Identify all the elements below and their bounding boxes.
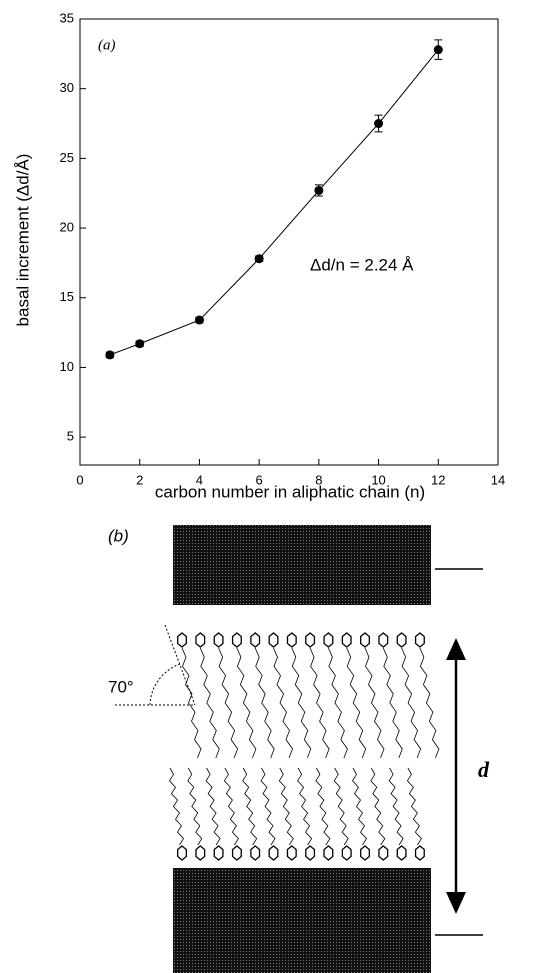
- y-tick-label: 15: [60, 289, 74, 304]
- x-tick-label: 2: [136, 472, 143, 487]
- ring: [414, 845, 425, 861]
- point: [194, 315, 204, 325]
- point: [433, 45, 443, 55]
- ring: [360, 632, 370, 648]
- chain: [260, 767, 276, 846]
- y-tick-label: 5: [67, 429, 74, 444]
- chain: [223, 767, 239, 846]
- chain: [278, 767, 294, 846]
- y-tick-label: 30: [60, 80, 74, 95]
- chain: [315, 767, 331, 846]
- angle-arc: [149, 663, 181, 706]
- point: [105, 350, 115, 360]
- ring: [378, 632, 389, 648]
- ring: [268, 632, 279, 648]
- chain: [382, 647, 403, 759]
- ring: [250, 845, 261, 861]
- point: [374, 119, 384, 129]
- chain: [187, 767, 203, 846]
- point: [314, 185, 324, 195]
- y-tick-label: 35: [60, 10, 74, 25]
- ring: [378, 845, 389, 861]
- layer: [173, 868, 431, 973]
- chain: [242, 767, 258, 846]
- y-axis-label: basal increment (Δd/Å): [13, 154, 32, 327]
- plot-frame: [79, 18, 499, 466]
- ring: [396, 845, 407, 861]
- x-tick-label: 12: [431, 472, 445, 487]
- chain: [254, 647, 275, 759]
- ring: [341, 632, 352, 648]
- spacing-label: d: [478, 757, 490, 782]
- chain: [236, 647, 257, 759]
- ring: [360, 845, 370, 861]
- ring: [177, 632, 187, 648]
- chain: [346, 647, 367, 759]
- chain: [351, 767, 368, 846]
- x-tick-label: 6: [256, 472, 263, 487]
- angle-label: 70°: [108, 677, 134, 696]
- point: [135, 339, 145, 349]
- x-tick-label: 8: [315, 472, 322, 487]
- annotation: Δd/n = 2.24 Å: [310, 255, 414, 274]
- ring: [341, 845, 352, 861]
- chain: [297, 767, 313, 846]
- layer: [173, 525, 431, 605]
- ring: [195, 845, 206, 861]
- ring: [414, 632, 425, 648]
- x-tick-label: 4: [196, 472, 203, 487]
- angle-line: [164, 624, 196, 706]
- ring: [213, 632, 224, 648]
- x-tick-label: 0: [76, 472, 83, 487]
- y-tick-label: 10: [60, 359, 74, 374]
- chain: [419, 647, 440, 759]
- ring: [286, 845, 297, 861]
- chain: [406, 767, 422, 846]
- chain: [333, 767, 349, 846]
- ring: [268, 845, 279, 861]
- chain: [199, 647, 220, 759]
- ring: [305, 845, 316, 861]
- ring: [250, 632, 261, 648]
- ring: [213, 845, 224, 861]
- chain: [370, 767, 386, 846]
- y-tick-label: 25: [60, 150, 74, 165]
- chain: [168, 767, 185, 846]
- chain: [388, 767, 404, 846]
- point: [254, 254, 264, 264]
- chain: [291, 647, 312, 759]
- ring: [231, 632, 242, 648]
- chain: [328, 647, 348, 759]
- x-tick-label: 14: [491, 472, 505, 487]
- x-tick-label: 10: [371, 472, 385, 487]
- panel-label: (a): [98, 37, 116, 53]
- ring: [396, 632, 407, 648]
- chain: [309, 647, 330, 759]
- chain: [205, 767, 221, 846]
- x-axis-label: carbon number in aliphatic chain (n): [155, 482, 425, 501]
- line: [109, 49, 439, 356]
- ring: [231, 845, 242, 861]
- chain: [218, 647, 239, 759]
- ring: [323, 845, 334, 861]
- panel-label: (b): [108, 526, 129, 545]
- ring: [177, 845, 187, 861]
- ring: [195, 632, 206, 648]
- ring: [286, 632, 297, 648]
- chain: [273, 647, 293, 759]
- ring: [323, 632, 334, 648]
- ring: [305, 632, 316, 648]
- diagram: [115, 525, 483, 973]
- chain: [364, 647, 385, 759]
- chain: [181, 647, 202, 759]
- y-tick-label: 20: [60, 220, 74, 235]
- chain: [401, 647, 422, 759]
